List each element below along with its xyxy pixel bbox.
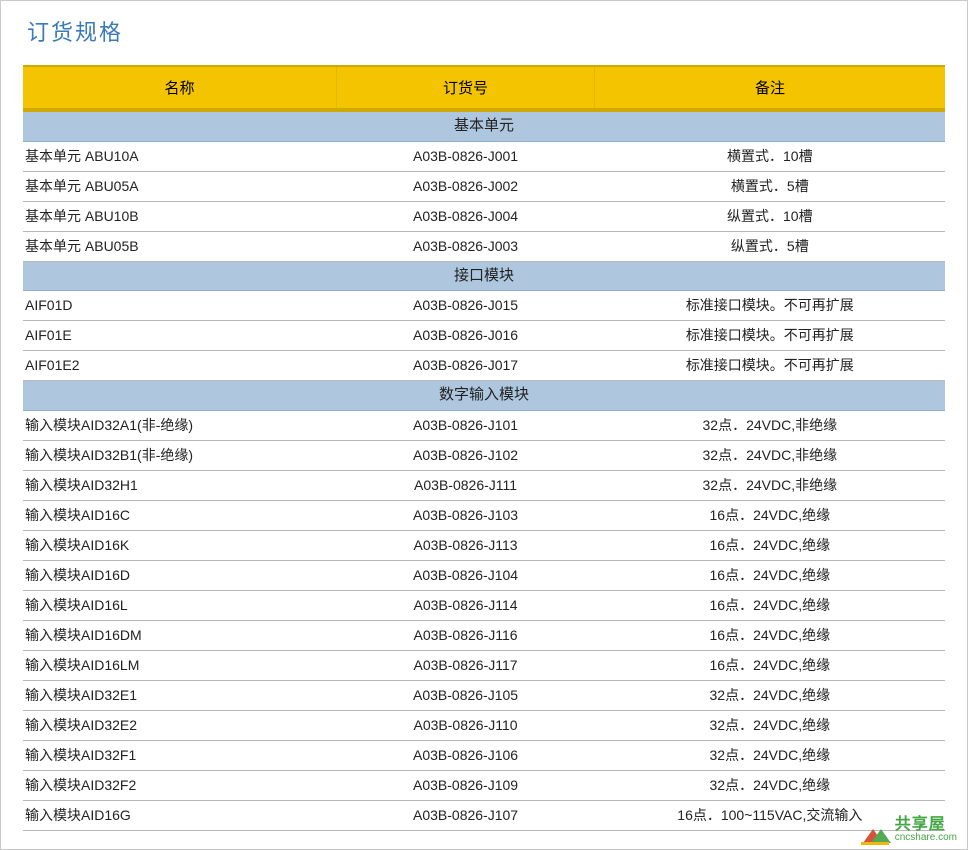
cell-remark: 16点．24VDC,绝缘	[595, 560, 945, 590]
cell-name: 输入模块AID16DM	[23, 620, 336, 650]
cell-name: 输入模块AID16K	[23, 530, 336, 560]
col-header-remark: 备注	[595, 66, 945, 110]
cell-order: A03B-0826-J101	[336, 410, 594, 440]
table-row: 输入模块AID32H1A03B-0826-J11132点．24VDC,非绝缘	[23, 470, 945, 500]
cell-name: 输入模块AID32F1	[23, 740, 336, 770]
cell-order: A03B-0826-J103	[336, 500, 594, 530]
cell-remark: 16点．24VDC,绝缘	[595, 530, 945, 560]
cell-name: 输入模块AID16C	[23, 500, 336, 530]
cell-order: A03B-0826-J114	[336, 590, 594, 620]
table-row: 输入模块AID16DA03B-0826-J10416点．24VDC,绝缘	[23, 560, 945, 590]
page-frame: 订货规格 名称 订货号 备注 基本单元基本单元 ABU10AA03B-0826-…	[0, 0, 968, 850]
table-header: 名称 订货号 备注	[23, 66, 945, 110]
cell-name: 基本单元 ABU05A	[23, 171, 336, 201]
section-header-label: 接口模块	[23, 261, 945, 291]
cell-remark: 标准接口模块。不可再扩展	[595, 291, 945, 321]
section-header-label: 基本单元	[23, 110, 945, 141]
table-row: AIF01E2A03B-0826-J017标准接口模块。不可再扩展	[23, 351, 945, 381]
page-title: 订货规格	[27, 15, 945, 47]
section-header: 接口模块	[23, 261, 945, 291]
cell-remark: 32点．24VDC,绝缘	[595, 770, 945, 800]
cell-remark: 32点．24VDC,非绝缘	[595, 470, 945, 500]
cell-order: A03B-0826-J107	[336, 800, 594, 830]
cell-order: A03B-0826-J109	[336, 770, 594, 800]
spec-table: 名称 订货号 备注 基本单元基本单元 ABU10AA03B-0826-J001横…	[23, 65, 945, 831]
cell-remark: 16点．24VDC,绝缘	[595, 500, 945, 530]
cell-remark: 横置式．5槽	[595, 171, 945, 201]
table-row: 输入模块AID16DMA03B-0826-J11616点．24VDC,绝缘	[23, 620, 945, 650]
table-row: 基本单元 ABU05AA03B-0826-J002横置式．5槽	[23, 171, 945, 201]
cell-remark: 纵置式．5槽	[595, 231, 945, 261]
cell-order: A03B-0826-J104	[336, 560, 594, 590]
table-row: 输入模块AID32E2A03B-0826-J11032点．24VDC,绝缘	[23, 710, 945, 740]
cell-name: 输入模块AID32A1(非-绝缘)	[23, 410, 336, 440]
table-row: 输入模块AID32A1(非-绝缘)A03B-0826-J10132点．24VDC…	[23, 410, 945, 440]
cell-remark: 32点．24VDC,非绝缘	[595, 440, 945, 470]
table-row: 输入模块AID16LA03B-0826-J11416点．24VDC,绝缘	[23, 590, 945, 620]
cell-remark: 标准接口模块。不可再扩展	[595, 351, 945, 381]
table-row: 输入模块AID32F2A03B-0826-J10932点．24VDC,绝缘	[23, 770, 945, 800]
table-row: 输入模块AID16KA03B-0826-J11316点．24VDC,绝缘	[23, 530, 945, 560]
cell-order: A03B-0826-J106	[336, 740, 594, 770]
table-row: 基本单元 ABU10AA03B-0826-J001横置式．10槽	[23, 141, 945, 171]
cell-name: 输入模块AID32H1	[23, 470, 336, 500]
table-row: AIF01DA03B-0826-J015标准接口模块。不可再扩展	[23, 291, 945, 321]
cell-remark: 16点．24VDC,绝缘	[595, 620, 945, 650]
table-row: 输入模块AID32F1A03B-0826-J10632点．24VDC,绝缘	[23, 740, 945, 770]
cell-order: A03B-0826-J117	[336, 650, 594, 680]
cell-order: A03B-0826-J002	[336, 171, 594, 201]
cell-remark: 32点．24VDC,非绝缘	[595, 410, 945, 440]
cell-name: 输入模块AID16D	[23, 560, 336, 590]
cell-order: A03B-0826-J102	[336, 440, 594, 470]
cell-name: 输入模块AID32B1(非-绝缘)	[23, 440, 336, 470]
cell-name: 输入模块AID16G	[23, 800, 336, 830]
cell-name: AIF01E2	[23, 351, 336, 381]
cell-name: 基本单元 ABU10B	[23, 201, 336, 231]
cell-remark: 16点．100~115VAC,交流输入	[595, 800, 945, 830]
cell-name: AIF01D	[23, 291, 336, 321]
table-row: 输入模块AID16LMA03B-0826-J11716点．24VDC,绝缘	[23, 650, 945, 680]
cell-order: A03B-0826-J113	[336, 530, 594, 560]
table-row: 基本单元 ABU05BA03B-0826-J003纵置式．5槽	[23, 231, 945, 261]
cell-name: AIF01E	[23, 321, 336, 351]
section-header-label: 数字输入模块	[23, 381, 945, 411]
table-row: 基本单元 ABU10BA03B-0826-J004纵置式．10槽	[23, 201, 945, 231]
col-header-name: 名称	[23, 66, 336, 110]
cell-order: A03B-0826-J001	[336, 141, 594, 171]
cell-remark: 标准接口模块。不可再扩展	[595, 321, 945, 351]
cell-order: A03B-0826-J111	[336, 470, 594, 500]
cell-remark: 32点．24VDC,绝缘	[595, 740, 945, 770]
cell-order: A03B-0826-J110	[336, 710, 594, 740]
cell-remark: 32点．24VDC,绝缘	[595, 680, 945, 710]
cell-remark: 16点．24VDC,绝缘	[595, 650, 945, 680]
cell-name: 输入模块AID32E2	[23, 710, 336, 740]
table-row: 输入模块AID16CA03B-0826-J10316点．24VDC,绝缘	[23, 500, 945, 530]
cell-remark: 纵置式．10槽	[595, 201, 945, 231]
watermark-en: cncshare.com	[895, 833, 957, 843]
cell-order: A03B-0826-J004	[336, 201, 594, 231]
cell-order: A03B-0826-J015	[336, 291, 594, 321]
cell-remark: 横置式．10槽	[595, 141, 945, 171]
cell-order: A03B-0826-J016	[336, 321, 594, 351]
cell-name: 输入模块AID16L	[23, 590, 336, 620]
cell-order: A03B-0826-J003	[336, 231, 594, 261]
table-row: AIF01EA03B-0826-J016标准接口模块。不可再扩展	[23, 321, 945, 351]
cell-order: A03B-0826-J105	[336, 680, 594, 710]
cell-name: 基本单元 ABU05B	[23, 231, 336, 261]
table-row: 输入模块AID16GA03B-0826-J10716点．100~115VAC,交…	[23, 800, 945, 830]
section-header: 基本单元	[23, 110, 945, 141]
cell-order: A03B-0826-J116	[336, 620, 594, 650]
table-row: 输入模块AID32B1(非-绝缘)A03B-0826-J10232点．24VDC…	[23, 440, 945, 470]
section-header: 数字输入模块	[23, 381, 945, 411]
cell-remark: 32点．24VDC,绝缘	[595, 710, 945, 740]
col-header-order: 订货号	[336, 66, 594, 110]
cell-remark: 16点．24VDC,绝缘	[595, 590, 945, 620]
cell-order: A03B-0826-J017	[336, 351, 594, 381]
table-row: 输入模块AID32E1A03B-0826-J10532点．24VDC,绝缘	[23, 680, 945, 710]
cell-name: 基本单元 ABU10A	[23, 141, 336, 171]
cell-name: 输入模块AID16LM	[23, 650, 336, 680]
cell-name: 输入模块AID32E1	[23, 680, 336, 710]
table-body: 基本单元基本单元 ABU10AA03B-0826-J001横置式．10槽基本单元…	[23, 110, 945, 830]
cell-name: 输入模块AID32F2	[23, 770, 336, 800]
